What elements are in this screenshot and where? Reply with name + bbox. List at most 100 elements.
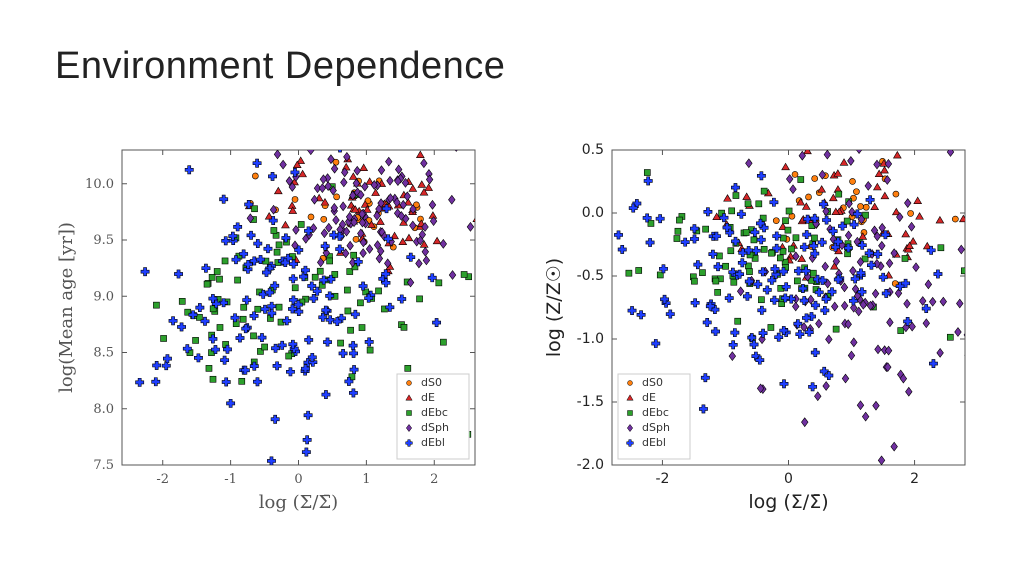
- point-dE: [914, 197, 922, 204]
- point-dEbl: [770, 198, 778, 206]
- point-dE: [936, 217, 944, 224]
- point-dEbl: [934, 270, 942, 278]
- point-dSph: [422, 247, 429, 256]
- point-dE: [902, 230, 910, 237]
- point-dEbc: [338, 340, 344, 346]
- point-dEbl: [234, 223, 242, 231]
- point-dEbl: [690, 235, 698, 243]
- point-dEbc: [262, 344, 268, 350]
- point-dEbl: [614, 231, 622, 239]
- point-dEbl: [220, 195, 228, 203]
- point-dSph: [940, 297, 947, 306]
- point-dEbl: [811, 348, 819, 356]
- point-dSph: [319, 184, 326, 193]
- point-dSph: [824, 150, 831, 159]
- point-dEbc: [674, 236, 680, 242]
- point-dSph: [331, 164, 338, 173]
- point-dEbc: [216, 276, 222, 282]
- point-dEbl: [731, 328, 739, 336]
- point-dEbl: [349, 349, 357, 357]
- point-dEbc: [836, 191, 842, 197]
- point-dEbl: [273, 362, 281, 370]
- point-dSph: [862, 412, 869, 421]
- point-dEbl: [153, 361, 161, 369]
- legend-label-dSph: dSph: [642, 421, 670, 434]
- point-dS0: [952, 216, 958, 222]
- point-dEbl: [879, 273, 887, 281]
- point-dEbl: [247, 231, 255, 239]
- xtick-label: -1: [224, 472, 237, 487]
- point-dSph: [416, 259, 423, 268]
- point-dEbl: [243, 296, 251, 304]
- point-dEbl: [618, 245, 626, 253]
- point-dEbc: [436, 280, 442, 286]
- point-dEbl: [302, 448, 310, 456]
- point-dS0: [863, 204, 869, 210]
- point-dE: [916, 213, 924, 220]
- point-dSph: [360, 249, 367, 258]
- point-dSph: [378, 166, 385, 175]
- point-dSph: [729, 352, 736, 361]
- point-dEbl: [714, 263, 722, 271]
- x-axis-label: log (Σ/Σ̄): [259, 492, 338, 513]
- point-dSph: [341, 178, 348, 187]
- point-dEbl: [773, 232, 781, 240]
- y-axis-label: log (Z/Z☉): [543, 258, 565, 357]
- point-dE: [783, 140, 791, 142]
- point-dE: [405, 234, 413, 241]
- point-dEbc: [810, 270, 816, 276]
- point-dEbc: [251, 206, 257, 212]
- point-dS0: [353, 236, 359, 242]
- point-dEbc: [626, 270, 632, 276]
- point-dEbc: [357, 300, 363, 306]
- ytick-label: -1.5: [577, 394, 604, 410]
- legend-marker-dEbc: [628, 411, 633, 416]
- point-dEbl: [757, 172, 765, 180]
- point-dEbl: [398, 295, 406, 303]
- point-dEbl: [267, 457, 275, 465]
- point-dEbl: [656, 215, 664, 223]
- point-dEbl: [432, 318, 440, 326]
- point-dEbc: [317, 268, 323, 274]
- point-dSph: [792, 302, 799, 311]
- point-dEbl: [304, 411, 312, 419]
- point-dEbc: [811, 235, 817, 241]
- point-dEbl: [709, 250, 717, 258]
- point-dEbc: [735, 318, 741, 324]
- point-dEbl: [177, 323, 185, 331]
- point-dEbl: [220, 356, 228, 364]
- point-dEbc: [440, 339, 446, 345]
- point-dE: [399, 238, 407, 245]
- point-dSph: [841, 283, 848, 292]
- point-dEbc: [351, 252, 357, 258]
- point-dEbc: [405, 365, 411, 371]
- point-dEbc: [210, 376, 216, 382]
- point-dEbl: [704, 208, 712, 216]
- point-dSph: [423, 256, 430, 265]
- ytick-label: 8.0: [93, 402, 114, 417]
- point-dEbl: [754, 280, 762, 288]
- point-dSph: [831, 302, 838, 311]
- x-axis-label: log (Σ/Σ̄): [748, 491, 828, 513]
- point-dEbc: [153, 302, 159, 308]
- point-dEbl: [637, 311, 645, 319]
- point-dEbl: [226, 399, 234, 407]
- point-dEbc: [733, 193, 739, 199]
- ytick-label: 10.0: [85, 177, 114, 192]
- point-dEbc: [761, 188, 767, 194]
- point-dEbc: [367, 347, 373, 353]
- point-dEbl: [646, 238, 654, 246]
- point-dSph: [421, 159, 428, 168]
- point-dEbl: [703, 318, 711, 326]
- point-dEbl: [850, 220, 858, 228]
- point-dS0: [308, 214, 314, 220]
- point-dSph: [826, 335, 833, 344]
- point-dEbl: [308, 282, 316, 290]
- point-dSph: [467, 222, 474, 231]
- point-dSph: [366, 245, 373, 254]
- point-dE: [299, 170, 307, 177]
- point-dEbl: [196, 303, 204, 311]
- point-dSph: [906, 387, 913, 396]
- point-dEbc: [240, 316, 246, 322]
- point-dE: [372, 189, 380, 196]
